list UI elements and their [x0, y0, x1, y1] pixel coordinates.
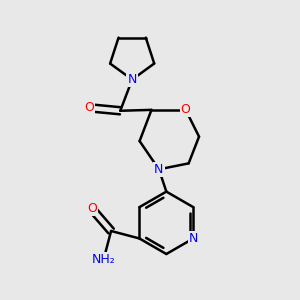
Text: NH₂: NH₂: [92, 253, 116, 266]
Text: O: O: [181, 103, 190, 116]
Text: N: N: [128, 73, 137, 86]
Text: O: O: [84, 101, 94, 114]
Text: N: N: [154, 163, 164, 176]
Text: N: N: [189, 232, 198, 245]
Text: O: O: [87, 202, 97, 215]
